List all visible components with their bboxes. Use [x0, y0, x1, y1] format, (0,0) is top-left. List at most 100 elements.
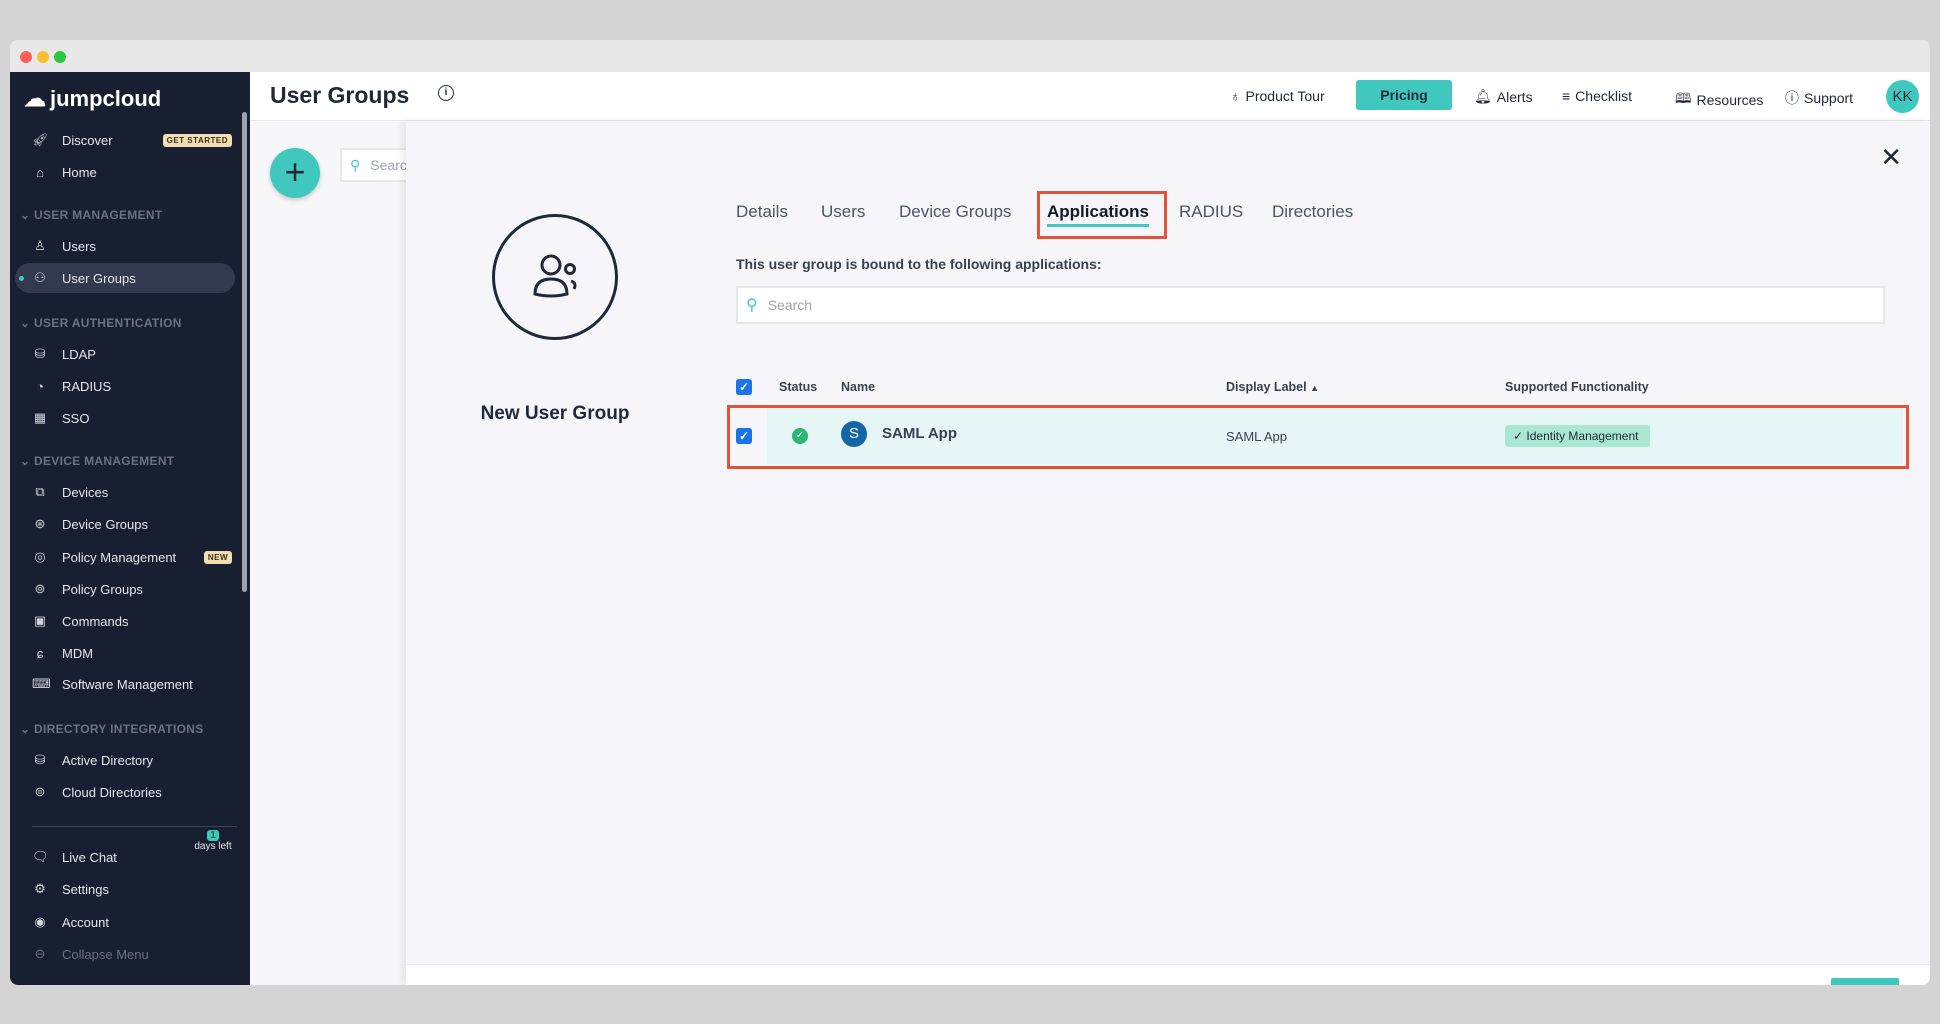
add-group-button[interactable]: +	[270, 148, 320, 198]
sso-icon: ▦	[33, 410, 47, 425]
bell-icon: 🔔︎	[1474, 88, 1492, 104]
policy-icon: ◎	[34, 549, 46, 564]
user-group-icon	[533, 254, 577, 298]
sidebar-item-cloud-directories[interactable]: ⊜ Cloud Directories	[10, 777, 240, 807]
group-avatar	[492, 214, 618, 340]
panel-footer	[406, 964, 1930, 985]
user-group-icon: ⚇	[34, 270, 46, 285]
sidebar-item-settings[interactable]: ⚙ Settings	[10, 874, 240, 904]
help-icon: ⓘ	[1785, 90, 1799, 106]
terminal-icon: ▣	[33, 613, 47, 628]
save-button[interactable]: save	[1831, 978, 1899, 985]
sidebar-item-discover[interactable]: 🚀︎ Discover GET STARTED	[10, 125, 240, 155]
applications-search-input[interactable]: ⚲ Search	[736, 286, 1885, 324]
sidebar-scrollbar[interactable]	[242, 112, 247, 592]
page-title: User Groups	[270, 82, 410, 108]
chat-icon: 🗨︎	[32, 849, 49, 864]
app-display-label: SAML App	[1226, 429, 1287, 444]
maximize-window-button[interactable]	[54, 51, 66, 63]
column-supported-functionality[interactable]: Supported Functionality	[1505, 380, 1649, 394]
divider	[32, 826, 237, 827]
row-highlight	[727, 405, 1909, 469]
avatar[interactable]: KK	[1886, 80, 1919, 113]
collapse-menu-button[interactable]: ⊖ Collapse Menu	[10, 939, 240, 969]
tab-users[interactable]: Users	[821, 202, 866, 221]
tab-directories[interactable]: Directories	[1272, 202, 1354, 221]
ldap-icon: ⛁	[34, 346, 46, 361]
minimize-window-button[interactable]	[37, 51, 49, 63]
status-active-icon: ✓	[792, 428, 808, 444]
sidebar-item-device-groups[interactable]: ⊛ Device Groups	[10, 509, 240, 539]
title-bar	[10, 40, 1930, 72]
sidebar-item-account[interactable]: ◉ Account	[10, 907, 240, 937]
sidebar-item-policy-groups[interactable]: ⊚ Policy Groups	[10, 574, 240, 604]
column-display-label[interactable]: Display Label ▲	[1226, 380, 1319, 394]
sidebar-item-ldap[interactable]: ⛁ LDAP	[10, 339, 240, 369]
group-name: New User Group	[480, 403, 630, 424]
support-link[interactable]: ⓘ Support	[1785, 90, 1854, 106]
description: This user group is bound to the followin…	[736, 256, 1102, 272]
sort-ascending-icon: ▲	[1310, 383, 1319, 393]
sidebar-item-commands[interactable]: ▣ Commands	[33, 613, 129, 629]
section-device-management[interactable]: ⌄ DEVICE MANAGEMENT	[20, 454, 175, 468]
trial-counter: 1 days left	[194, 830, 232, 852]
device-groups-icon: ⊛	[34, 516, 46, 531]
header: User Groups i ♁ Product Tour Pricing 🔔︎ Al…	[250, 72, 1930, 121]
radius-icon: ◔	[36, 378, 44, 394]
group-list-area: + ⚲ Search	[250, 122, 420, 985]
section-user-authentication[interactable]: ⌄ USER AUTHENTICATION	[20, 316, 182, 330]
close-icon[interactable]: ✕	[1880, 142, 1902, 172]
policy-groups-icon: ⊚	[34, 581, 46, 596]
sidebar-item-radius[interactable]: ◔ RADIUS	[10, 371, 240, 401]
search-icon: ⚲	[746, 297, 758, 314]
sidebar-item-policy-management[interactable]: ◎ Policy Management NEW	[10, 542, 240, 572]
tab-radius[interactable]: RADIUS	[1179, 202, 1244, 221]
functionality-badge: ✓ Identity Management	[1505, 425, 1651, 447]
applications-tab-highlight	[1037, 191, 1167, 239]
collapse-icon: ⊖	[34, 946, 46, 961]
cloud-logo-icon: ☁	[24, 86, 46, 111]
sidebar-item-sso[interactable]: ▦ SSO	[33, 410, 90, 426]
column-name[interactable]: Name	[841, 380, 876, 394]
sidebar-item-software-management[interactable]: ⌨ Software Management	[32, 676, 193, 692]
sidebar-item-home[interactable]: ⌂ Home	[10, 157, 240, 187]
product-tour-link[interactable]: ♁ Product Tour	[1230, 88, 1325, 104]
sidebar-item-devices[interactable]: ⧉ Devices	[10, 477, 240, 507]
sidebar: ☁ jumpcloud 🚀︎ Discover GET STARTED ⌂ Home ⌄…	[10, 72, 250, 985]
rocket-icon: ♁	[1230, 88, 1241, 104]
home-icon: ⌂	[36, 164, 44, 180]
active-dot	[19, 275, 24, 281]
app-window: ☁ jumpcloud 🚀︎ Discover GET STARTED ⌂ Home ⌄…	[10, 40, 1930, 985]
rocket-icon: 🚀︎	[32, 132, 49, 147]
tab-details[interactable]: Details	[736, 202, 788, 221]
laptop-icon: ⌨	[32, 676, 51, 691]
section-directory-integrations[interactable]: ⌄ DIRECTORY INTEGRATIONS	[20, 722, 204, 736]
app-name[interactable]: SAML App	[882, 425, 957, 442]
sidebar-item-users[interactable]: ♙ Users	[10, 231, 240, 261]
info-icon[interactable]: i	[438, 85, 454, 101]
resources-link[interactable]: 🕮 Resources	[1675, 88, 1763, 112]
sidebar-item-user-groups[interactable]: ⚇ User Groups	[15, 263, 235, 293]
column-status[interactable]: Status	[779, 380, 818, 394]
sidebar-item-live-chat[interactable]: 🗨︎ Live Chat	[32, 849, 117, 865]
sidebar-item-active-directory[interactable]: ⛁ Active Directory	[10, 745, 240, 775]
list-icon: ≡	[1562, 88, 1571, 104]
app-avatar: S	[841, 421, 867, 447]
gear-icon: ⚙	[34, 881, 46, 896]
alerts-link[interactable]: 🔔︎ Alerts	[1474, 88, 1533, 105]
table-row[interactable]	[767, 408, 1903, 464]
pricing-button[interactable]: Pricing	[1356, 80, 1452, 110]
section-user-management[interactable]: ⌄ USER MANAGEMENT	[20, 208, 163, 222]
tab-applications[interactable]: Applications	[1047, 202, 1150, 227]
new-badge: NEW	[203, 550, 232, 564]
sidebar-item-mdm[interactable]: ɕ MDM	[10, 638, 240, 668]
logo[interactable]: ☁ jumpcloud	[24, 86, 162, 111]
select-all-checkbox[interactable]: ✓	[736, 379, 752, 395]
checklist-link[interactable]: ≡ Checklist	[1562, 88, 1632, 104]
tab-device-groups[interactable]: Device Groups	[899, 202, 1012, 221]
row-checkbox[interactable]: ✓	[736, 428, 752, 444]
close-window-button[interactable]	[20, 51, 32, 63]
check-icon: ✓	[1513, 429, 1527, 443]
book-icon: 🕮	[1675, 90, 1692, 106]
user-icon: ♙	[34, 238, 46, 253]
